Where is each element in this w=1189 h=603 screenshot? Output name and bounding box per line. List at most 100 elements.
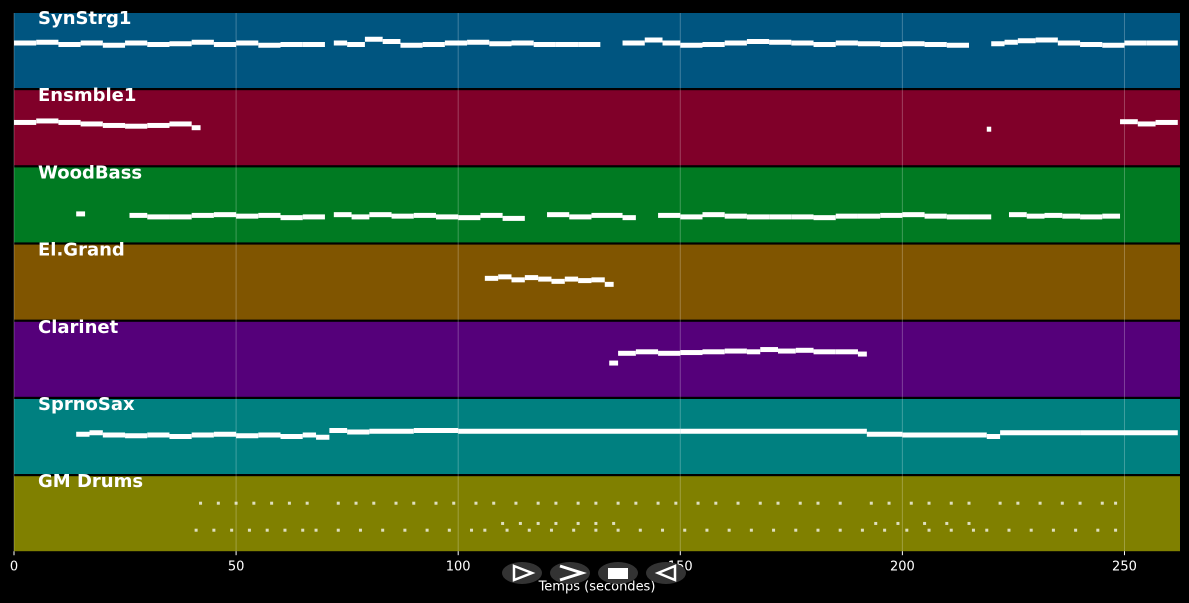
drum-hit xyxy=(909,501,913,505)
drum-hit xyxy=(1029,528,1033,532)
drum-hit xyxy=(230,528,234,532)
note xyxy=(791,214,814,220)
note xyxy=(236,213,259,219)
note xyxy=(1080,214,1103,220)
note xyxy=(102,42,126,48)
stop-button[interactable] xyxy=(598,562,638,584)
drum-hit xyxy=(470,528,474,532)
note xyxy=(769,39,792,45)
note xyxy=(1062,213,1081,219)
drum-hit xyxy=(656,501,660,505)
drum-hit xyxy=(576,521,580,525)
note xyxy=(547,212,570,218)
playback-controls xyxy=(502,562,686,584)
note xyxy=(89,430,103,436)
drum-hit xyxy=(394,501,398,505)
drum-hit xyxy=(1114,528,1118,532)
note xyxy=(333,212,352,218)
drum-hit xyxy=(234,501,238,505)
note xyxy=(258,432,281,438)
note xyxy=(555,42,579,47)
x-tick-label: 100 xyxy=(446,560,471,575)
note xyxy=(1080,42,1103,47)
drum-hit xyxy=(354,501,358,505)
drum-hit xyxy=(749,528,753,532)
note xyxy=(14,119,37,125)
x-tick-label: 0 xyxy=(10,560,18,575)
note xyxy=(369,212,392,218)
note xyxy=(524,275,539,281)
drum-hit xyxy=(945,521,949,525)
note xyxy=(1035,37,1058,43)
drum-hit xyxy=(594,501,598,505)
drum-hit xyxy=(549,528,553,532)
note xyxy=(1017,38,1036,44)
drum-hit xyxy=(452,501,456,505)
note xyxy=(746,349,761,355)
note xyxy=(835,349,858,355)
drum-hit xyxy=(1114,501,1118,505)
note xyxy=(1124,40,1147,46)
note xyxy=(791,40,814,46)
note xyxy=(413,428,459,433)
note xyxy=(169,121,192,127)
forward-button[interactable] xyxy=(550,562,590,584)
note xyxy=(835,213,858,219)
note xyxy=(413,212,436,218)
note xyxy=(280,42,303,47)
note xyxy=(1026,213,1045,219)
note xyxy=(458,215,481,221)
note xyxy=(880,212,903,218)
drum-hit xyxy=(594,528,598,532)
drum-hit xyxy=(576,501,580,505)
note xyxy=(578,278,592,284)
note xyxy=(125,433,148,439)
note xyxy=(924,42,947,47)
drum-hit xyxy=(301,528,305,532)
drum-hit xyxy=(616,501,620,505)
drum-hit xyxy=(265,528,269,532)
note xyxy=(702,42,725,47)
note xyxy=(609,360,619,366)
drum-hit xyxy=(247,528,251,532)
note xyxy=(58,42,81,47)
note xyxy=(866,431,903,437)
note xyxy=(76,211,86,217)
note xyxy=(14,40,37,46)
note xyxy=(662,40,681,46)
note xyxy=(213,431,237,437)
note xyxy=(569,214,592,220)
play-button[interactable] xyxy=(502,562,542,584)
track-lane xyxy=(14,13,1180,88)
note xyxy=(258,42,281,48)
note xyxy=(680,42,703,48)
drum-hit xyxy=(860,528,864,532)
note xyxy=(147,122,170,128)
drum-hit xyxy=(305,501,309,505)
drum-hit xyxy=(714,501,718,505)
note xyxy=(125,40,148,46)
track-name: GM Drums xyxy=(38,471,143,492)
drum-hit xyxy=(883,528,887,532)
note xyxy=(857,41,881,47)
reverse-button[interactable] xyxy=(646,562,686,584)
note xyxy=(635,349,659,355)
note xyxy=(351,214,370,220)
drum-hit xyxy=(474,501,478,505)
note xyxy=(857,351,867,357)
drum-hit xyxy=(612,521,616,525)
note xyxy=(658,212,681,218)
note xyxy=(458,428,681,434)
note xyxy=(147,42,170,47)
note xyxy=(498,274,512,280)
note xyxy=(36,118,59,124)
note xyxy=(347,429,370,435)
drum-hit xyxy=(998,501,1002,505)
note xyxy=(1004,39,1018,45)
note xyxy=(591,277,605,283)
track-name: SprnoSax xyxy=(38,394,135,415)
drum-hit xyxy=(949,501,953,505)
note xyxy=(902,41,925,47)
note xyxy=(551,278,565,284)
